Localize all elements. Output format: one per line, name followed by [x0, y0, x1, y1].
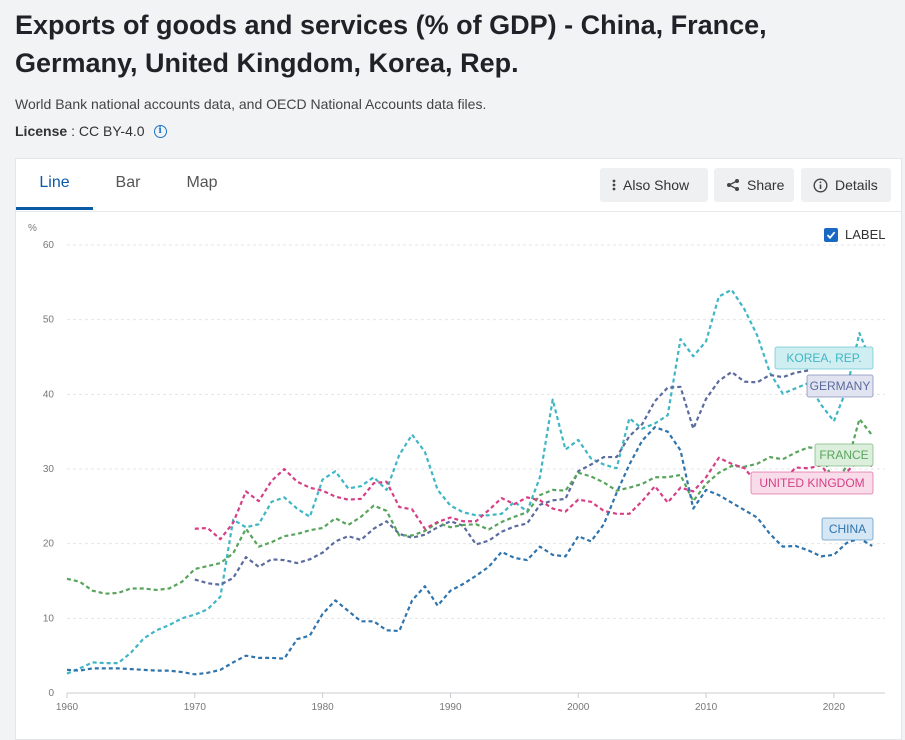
info-icon[interactable]: i	[153, 124, 167, 138]
y-axis-label: %	[28, 223, 37, 234]
label-toggle[interactable]: LABEL	[824, 227, 885, 242]
series-line-china[interactable]	[66, 426, 873, 676]
y-tick-label: 60	[43, 240, 55, 251]
series-label-france: FRANCE	[819, 448, 868, 462]
license-label: License	[15, 123, 68, 139]
series-label-china: CHINA	[829, 522, 866, 536]
y-tick-label: 10	[43, 613, 55, 624]
series-label-box-germany	[806, 374, 874, 398]
license-value: : CC BY-4.0	[71, 123, 145, 139]
x-tick-label: 1980	[312, 702, 335, 713]
series-label-united-kingdom: UNITED KINGDOM	[759, 476, 864, 490]
y-tick-label: 20	[43, 539, 55, 550]
more-vertical-icon	[612, 179, 616, 191]
x-tick-label: 2020	[823, 702, 846, 713]
series-label-korea-rep: KOREA, REP.	[786, 351, 861, 365]
series-line-germany[interactable]	[194, 369, 809, 586]
tab-bar[interactable]: Bar	[115, 174, 141, 191]
series-label-box-united-kingdom	[750, 471, 874, 495]
series-line-united-kingdom[interactable]	[194, 456, 873, 541]
series-line-france[interactable]	[66, 417, 874, 595]
share-icon	[726, 178, 740, 192]
y-tick-label: 40	[43, 389, 55, 400]
x-tick-label: 1960	[56, 702, 79, 713]
also-show-button[interactable]: Also Show	[600, 168, 708, 202]
series-label-box-china	[821, 517, 874, 541]
info-circle-icon	[813, 177, 828, 193]
x-tick-label: 2010	[695, 702, 718, 713]
line-chart: 0 10 20 30 40 50 60% 1960 1970 1980 1990 2000 2010 20…	[28, 223, 885, 713]
share-button[interactable]: Share	[714, 168, 794, 202]
series-label-box-korea-rep	[774, 346, 874, 370]
series-line-korea-rep[interactable]	[66, 288, 874, 675]
y-tick-label: 30	[43, 464, 55, 475]
x-tick-label: 1990	[439, 702, 462, 713]
details-label: Details	[835, 177, 878, 193]
page-title: Exports of goods and services (% of GDP)…	[15, 10, 767, 78]
x-tick-label: 1970	[184, 702, 207, 713]
chart-panel: Line Bar Map Also Show Share Details LAB…	[15, 158, 902, 740]
tab-line[interactable]: Line	[16, 159, 93, 210]
label-toggle-text: LABEL	[845, 227, 886, 242]
chart-tabs: Line Bar Map Also Show Share Details	[16, 159, 901, 212]
x-tick-label: 2000	[567, 702, 590, 713]
series-label-box-france	[814, 443, 874, 467]
y-tick-label: 50	[43, 315, 55, 326]
tab-map[interactable]: Map	[186, 174, 218, 191]
license-line: License : CC BY-4.0 i	[15, 123, 167, 139]
checkbox-checked-icon[interactable]	[824, 227, 838, 242]
source-note: World Bank national accounts data, and O…	[15, 96, 487, 112]
series-label-germany: GERMANY	[810, 379, 871, 393]
y-tick-label: 0	[48, 688, 54, 699]
share-label: Share	[747, 177, 785, 193]
also-show-label: Also Show	[623, 177, 690, 193]
details-button[interactable]: Details	[801, 168, 891, 202]
